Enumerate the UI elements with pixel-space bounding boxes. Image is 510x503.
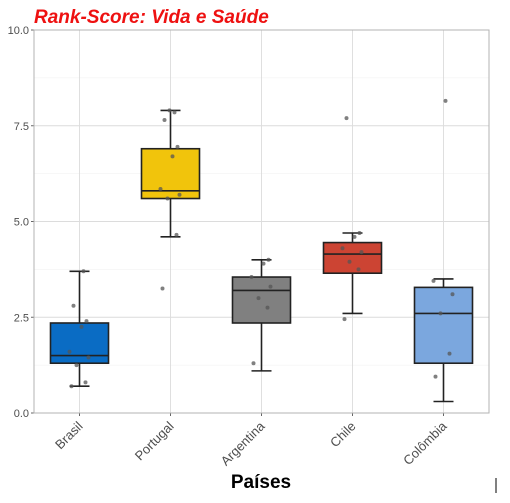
data-point (340, 246, 345, 251)
data-point (158, 186, 163, 191)
chart-title: Rank-Score: Vida e Saúde (34, 7, 269, 28)
data-point (438, 311, 443, 316)
box-body (322, 241, 383, 275)
data-point (342, 317, 347, 322)
y-tick-label: 10.0 (8, 25, 29, 37)
data-point (162, 118, 167, 123)
x-tick-label: Brasil (52, 418, 86, 452)
data-point (356, 267, 361, 272)
x-axis-label: Países (231, 472, 291, 493)
data-point (170, 154, 175, 159)
data-point (344, 116, 349, 121)
x-axis-ticks: Brasil Portugal Argentina Chile Colômbia (52, 413, 450, 468)
boxes-layer (49, 98, 474, 403)
x-tick-label: Argentina (218, 418, 269, 469)
box-argentina (231, 257, 292, 372)
data-point (81, 269, 86, 274)
data-point (265, 305, 270, 310)
box-colômbia (413, 98, 474, 403)
data-point (71, 303, 76, 308)
data-point (431, 278, 436, 283)
data-point (347, 259, 352, 264)
x-tick-label: Chile (327, 419, 359, 451)
y-axis-ticks: 0.0 2.5 5.0 7.5 10.0 (8, 25, 34, 420)
data-point (69, 384, 74, 389)
data-point (249, 275, 254, 280)
data-point (450, 292, 455, 297)
x-tick-label: Colômbia (400, 418, 450, 468)
data-point (433, 374, 438, 379)
box-body (49, 322, 110, 365)
data-point (447, 351, 452, 356)
plot-panel (33, 29, 490, 414)
data-point (165, 196, 170, 201)
data-point (256, 296, 261, 301)
x-tick-label: Portugal (132, 418, 177, 463)
data-point (357, 230, 362, 235)
box-body (231, 276, 292, 324)
data-point (167, 108, 172, 113)
data-point (266, 257, 271, 262)
data-point (268, 284, 273, 289)
data-point (359, 250, 364, 255)
data-point (84, 319, 89, 324)
data-point (352, 234, 357, 239)
data-point (251, 361, 256, 366)
box-portugal (140, 108, 201, 291)
box-body (413, 286, 474, 365)
data-point (86, 355, 91, 360)
data-point (261, 261, 266, 266)
data-point (443, 98, 448, 103)
y-tick-label: 7.5 (14, 121, 29, 133)
data-point (175, 144, 180, 149)
data-point (160, 286, 165, 291)
data-point (174, 232, 179, 237)
data-point (67, 349, 72, 354)
data-point (177, 192, 182, 197)
data-point (74, 363, 79, 368)
y-tick-label: 2.5 (14, 312, 29, 324)
box-chile (322, 116, 383, 322)
y-tick-label: 0.0 (14, 408, 29, 420)
data-point (172, 110, 177, 115)
data-point (79, 324, 84, 329)
box-brasil (49, 269, 110, 389)
data-point (83, 380, 88, 385)
y-tick-label: 5.0 (14, 217, 29, 229)
